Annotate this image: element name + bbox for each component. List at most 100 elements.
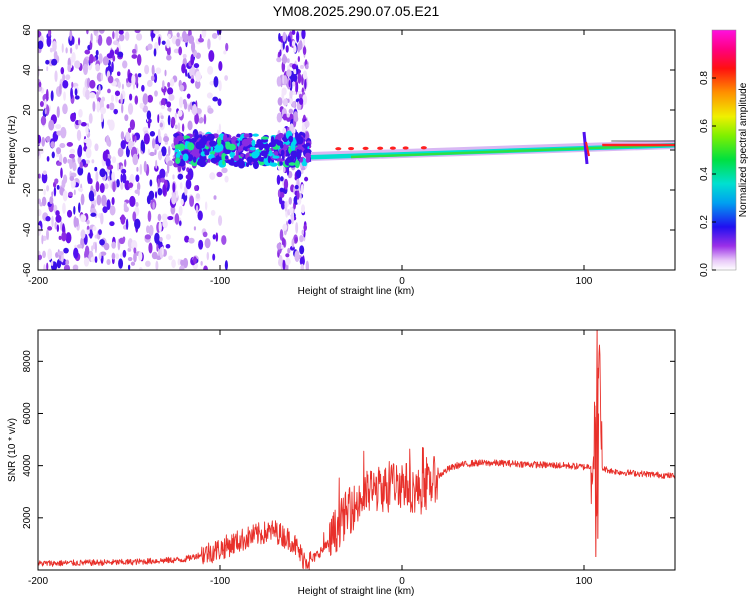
noise-blob [45,216,51,222]
noise-blob [218,60,223,72]
spectral-blob [273,151,279,156]
noise-blob [106,134,110,146]
noise-blob [99,182,105,194]
noise-blob [147,210,152,222]
noise-blob [293,45,297,53]
noise-blob [155,67,162,75]
noise-blob [195,193,201,199]
noise-blob [99,251,107,256]
noise-blob [50,141,56,148]
noise-blob [302,46,307,56]
noise-blob [158,135,162,144]
noise-blob [69,148,76,154]
noise-blob [115,30,119,40]
y-tick-label: 2000 [22,506,33,529]
noise-blob [191,41,196,53]
bottom-x-axis-label: Height of straight line (km) [298,586,415,597]
spectral-blob [290,141,296,151]
noise-blob [94,166,98,172]
noise-blob [168,94,175,101]
y-tick-label: -20 [22,182,33,197]
noise-blob [137,188,140,196]
noise-blob [288,108,294,114]
noise-blob [118,258,124,269]
noise-blob [99,239,105,246]
noise-blob [161,80,165,90]
noise-blob [287,247,291,254]
noise-blob [60,126,67,139]
noise-blob [45,135,51,143]
noise-blob [59,143,66,149]
y-tick-label: 20 [22,104,33,116]
noise-blob [172,182,176,193]
noise-blob [42,250,46,259]
noise-blob [179,84,185,92]
noise-blob [69,30,73,42]
noise-blob [112,31,115,40]
noise-blob [86,229,90,235]
noise-blob [298,97,304,105]
bottom-y-ticks: 2000 4000 6000 8000 [22,350,675,529]
noise-blob [165,171,168,178]
noise-blob [136,54,142,66]
noise-blob [279,191,285,198]
spectral-blob [297,143,303,150]
spectral-blob [217,136,222,146]
noise-blob [133,247,137,254]
y-tick-label: 6000 [22,402,33,425]
noise-blob [299,64,305,69]
noise-blob [148,224,154,237]
noise-blob [62,202,66,214]
noise-blob [303,224,307,232]
noise-blob [41,196,47,207]
noise-blob [288,197,292,205]
noise-blob [73,247,79,259]
noise-blob [302,70,308,80]
noise-blob [71,51,76,63]
noise-blob [291,30,296,36]
spectral-blob [279,160,283,166]
snr-series-line [38,344,675,570]
noise-blob [76,129,82,141]
noise-blob [54,70,58,83]
noise-blob [110,94,115,103]
noise-blob [53,186,57,197]
spectral-blob [209,140,217,147]
noise-blob [224,75,229,81]
noise-blob [276,76,282,87]
noise-blob [159,236,163,242]
noise-blob [65,259,70,266]
noise-blob [292,80,296,87]
noise-blob [56,259,62,269]
hot-spot [335,147,342,151]
noise-blob [80,193,85,206]
noise-blob [106,259,111,266]
noise-blob [170,116,176,127]
noise-blob [304,120,310,128]
noise-blob [160,115,164,120]
noise-blob [111,171,116,182]
spectral-blob [213,147,222,153]
noise-blob [155,159,158,169]
noise-blob [167,81,171,88]
noise-blob [94,143,99,152]
noise-blob [121,83,124,90]
noise-blob [167,160,174,167]
colorbar-tick-label: 0.6 [699,119,710,133]
hot-spot [402,146,409,150]
noise-blob [294,237,298,243]
noise-blob [48,119,55,131]
noise-blob [279,229,284,241]
noise-blob [285,257,291,266]
snr-plot-area [38,330,675,570]
noise-blob [128,140,133,151]
noise-blob [286,58,290,63]
noise-blob [96,32,99,41]
noise-blob [140,139,145,152]
noise-blob [277,97,283,106]
noise-blob [157,187,163,196]
spectral-blob [183,149,189,155]
noise-blob [85,159,91,164]
noise-blob [100,107,107,115]
noise-blob [193,63,200,69]
